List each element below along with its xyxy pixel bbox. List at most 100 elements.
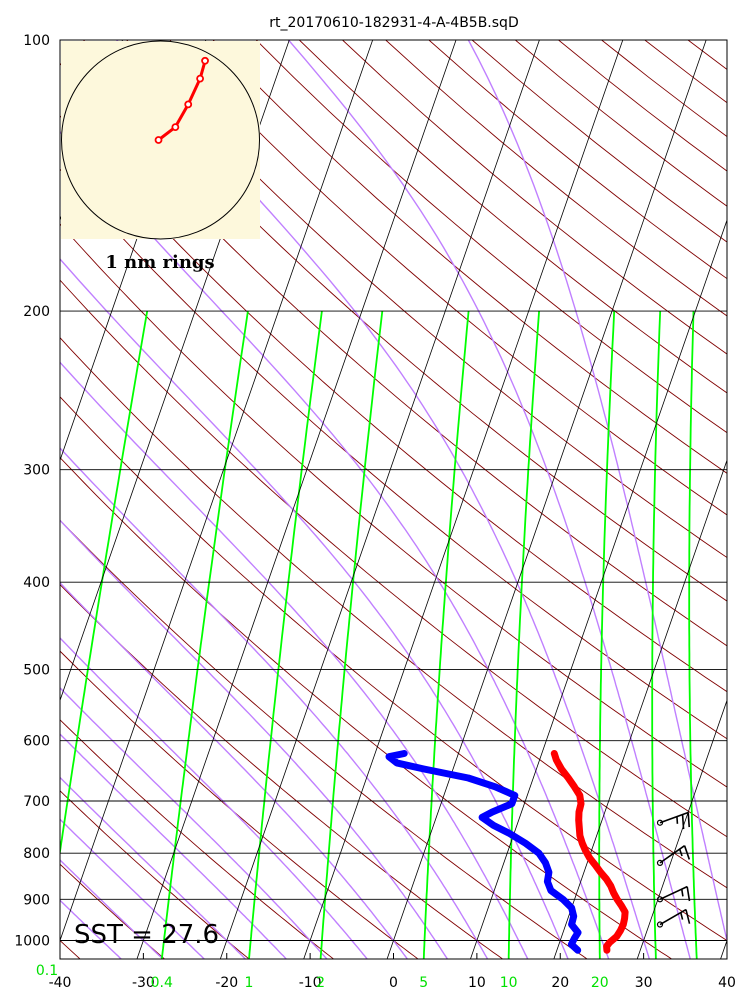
chart-title: rt_20170610-182931-4-A-4B5B.sqD	[269, 15, 518, 31]
dry-adiabat	[60, 519, 588, 959]
dry-adiabat	[255, 40, 727, 434]
moist-adiabat	[467, 40, 727, 944]
isotherm	[303, 40, 624, 959]
mixing-ratio-line	[60, 310, 149, 858]
wind-barb-flag	[686, 886, 691, 902]
sst-label: SST = 27.6	[74, 920, 219, 950]
temperature-tick-label: 10	[468, 975, 486, 991]
moist-adiabat	[60, 859, 164, 959]
hodograph-label: 1 nm rings	[105, 252, 214, 273]
wind-barb-flag	[683, 845, 691, 860]
moist-adiabat	[60, 581, 409, 959]
wind-barb-half-flag	[680, 912, 684, 920]
wind-barbs	[656, 811, 691, 928]
isotherm	[60, 40, 374, 942]
pressure-tick-label: 400	[23, 575, 50, 591]
dry-adiabat	[60, 223, 727, 788]
wind-barb-flag	[687, 812, 691, 828]
moist-adiabat	[60, 447, 489, 959]
mixing-ratio-tick-label: 20	[591, 975, 609, 991]
mixing-ratio-tick-label: 5	[419, 975, 428, 991]
background-lines	[60, 40, 727, 959]
pressure-tick-label: 1000	[14, 934, 50, 950]
isotherm	[470, 218, 727, 959]
wind-barb-station	[656, 896, 664, 903]
wind-barb	[656, 885, 691, 903]
isotherm	[219, 40, 540, 959]
wind-barb-staff	[659, 845, 686, 864]
dry-adiabat	[60, 168, 727, 740]
dewpoint-profile	[385, 750, 582, 954]
hodograph-ring	[61, 40, 260, 240]
moist-adiabat	[60, 733, 288, 959]
moist-adiabat	[60, 519, 449, 959]
mixing-ratio-line	[160, 310, 249, 959]
temperature-tick-label: -30	[132, 975, 155, 991]
mixing-ratio-line	[248, 310, 323, 959]
dry-adiabat	[60, 115, 727, 693]
dry-adiabat	[60, 279, 727, 838]
mixing-ratio-tick-label: 0.1	[36, 963, 58, 979]
pressure-axis: 100 200 300 400 500 600 700 800 900 1000	[14, 33, 50, 950]
mixing-ratio-tick-label: 10	[500, 975, 518, 991]
wind-barb-staff	[659, 885, 688, 901]
sounding-profiles	[385, 750, 629, 954]
mixing-ratio-line	[598, 311, 616, 959]
pressure-tick-label: 300	[23, 463, 50, 479]
mixing-ratio-line	[507, 311, 540, 959]
isotherm	[386, 40, 707, 959]
dry-adiabat	[126, 40, 727, 559]
wind-barb	[656, 811, 691, 830]
dry-adiabat	[60, 62, 727, 647]
temperature-tick-label: -20	[215, 975, 238, 991]
moist-adiabat	[116, 40, 651, 959]
mixing-ratio-tick-label: 1	[244, 975, 253, 991]
wind-barb-flag	[685, 909, 691, 924]
mixing-ratio-line	[422, 311, 470, 959]
wind-barb-flag	[681, 814, 685, 830]
pressure-tick-label: 700	[23, 794, 50, 810]
mixing-ratio-line	[651, 311, 662, 959]
pressure-tick-label: 800	[23, 846, 50, 862]
moist-adiabat	[60, 818, 206, 959]
temperature-axis: -40 -30 -20 -10 0 10 20 30 40	[49, 953, 736, 991]
pressure-tick-label: 600	[23, 734, 50, 750]
temperature-tick-label: 0	[389, 975, 398, 991]
temperature-profile	[550, 750, 629, 954]
isotherm	[136, 40, 457, 959]
wind-barb	[656, 845, 691, 866]
pressure-tick-label: 900	[23, 892, 50, 908]
mixing-ratio-tick-label: 2	[316, 975, 325, 991]
pressure-tick-label: 200	[23, 304, 50, 320]
isotherm	[553, 459, 727, 959]
wind-barb-half-flag	[680, 889, 684, 897]
pressure-tick-label: 100	[23, 33, 50, 49]
dry-adiabat	[60, 790, 250, 959]
temperature-tick-label: -10	[299, 975, 322, 991]
moist-adiabat	[60, 637, 369, 959]
mixing-ratio-tick-label: 0.4	[151, 975, 173, 991]
dry-adiabat	[169, 40, 727, 516]
moist-adiabat	[60, 686, 328, 959]
pressure-tick-label: 500	[23, 662, 50, 678]
hodograph-point	[196, 74, 205, 83]
dry-adiabat	[60, 863, 166, 959]
wind-barb-station	[656, 921, 664, 928]
temperature-tick-label: 30	[635, 975, 653, 991]
hodograph-point	[154, 136, 163, 144]
isotherm	[636, 699, 727, 959]
hodograph-point	[201, 56, 209, 65]
dry-adiabat	[60, 396, 727, 942]
mixing-ratio-axis: 0.1 0.4 1 2 5 10 20	[36, 963, 609, 991]
dry-adiabat	[60, 456, 673, 959]
moist-adiabat	[60, 776, 247, 959]
hodograph-inset	[61, 40, 260, 240]
hodograph-point	[171, 123, 180, 132]
temperature-tick-label: 20	[551, 975, 569, 991]
wind-barb-staff	[659, 811, 689, 824]
wind-barb-half-flag	[678, 848, 683, 857]
mixing-ratio-line	[688, 311, 698, 959]
dry-adiabat	[60, 583, 504, 959]
wind-barb	[656, 908, 691, 928]
mixing-ratio-line	[319, 310, 384, 959]
